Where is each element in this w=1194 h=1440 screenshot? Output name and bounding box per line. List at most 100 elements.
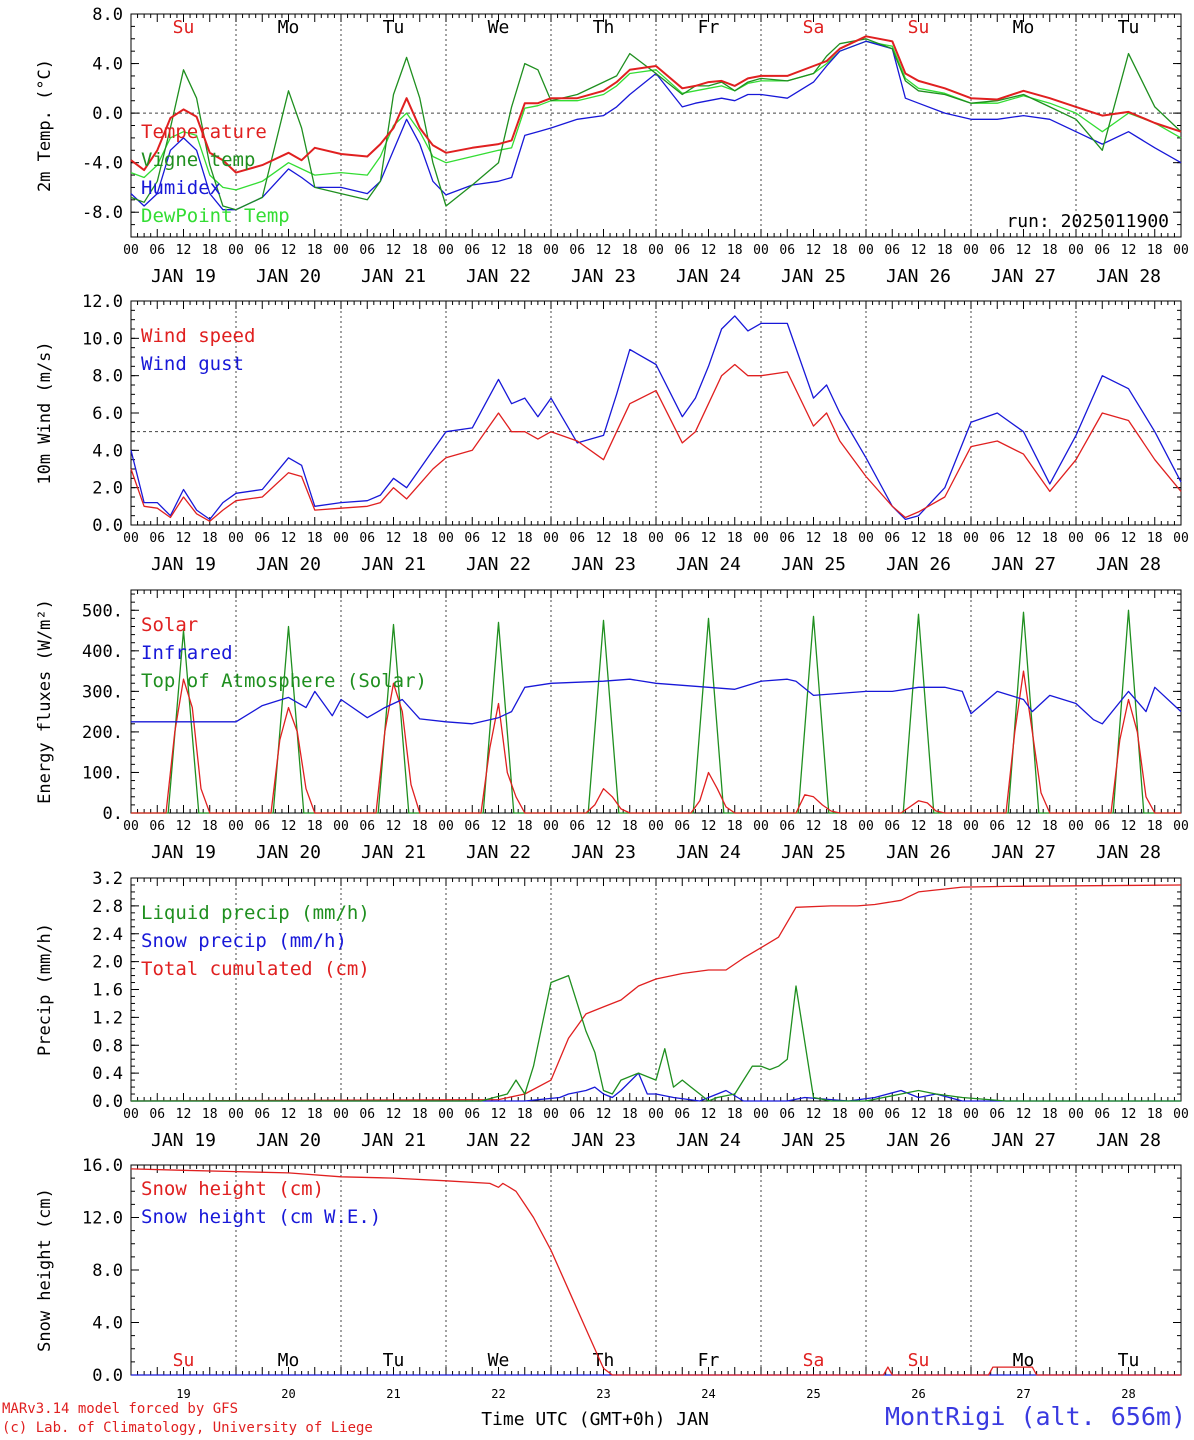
day-number: 28 bbox=[1121, 1387, 1135, 1401]
hour-label: 00 bbox=[753, 1107, 769, 1122]
hour-label: 00 bbox=[228, 819, 244, 834]
hour-label: 12 bbox=[1016, 531, 1032, 546]
hour-label: 12 bbox=[176, 819, 192, 834]
run-label: run: 2025011900 bbox=[1006, 211, 1169, 232]
hour-label: 12 bbox=[911, 1107, 927, 1122]
weekday-label: Su bbox=[908, 17, 930, 38]
hour-label: 06 bbox=[149, 1107, 165, 1122]
weekday-label: Sa bbox=[803, 1350, 825, 1371]
hour-label: 00 bbox=[858, 819, 874, 834]
hour-label: 18 bbox=[727, 1107, 743, 1122]
hour-label: 18 bbox=[727, 819, 743, 834]
hour-label: 18 bbox=[937, 819, 953, 834]
hour-label: 00 bbox=[438, 1107, 454, 1122]
hour-label: 12 bbox=[386, 819, 402, 834]
date-label: JAN 28 bbox=[1096, 266, 1161, 287]
y-tick-label: 200. bbox=[82, 723, 123, 743]
legend-entry: Liquid precip (mm/h) bbox=[141, 902, 370, 924]
y-tick-label: 4.0 bbox=[92, 1314, 123, 1334]
y-tick-label: 4.0 bbox=[92, 55, 123, 75]
legend-entry: Vigne temp bbox=[141, 149, 255, 171]
date-label: JAN 26 bbox=[886, 554, 951, 575]
hour-label: 18 bbox=[412, 531, 428, 546]
series-line bbox=[130, 35, 1182, 174]
legend-entry: Snow precip (mm/h) bbox=[141, 930, 347, 952]
hour-label: 00 bbox=[1173, 531, 1189, 546]
hour-label: 12 bbox=[386, 531, 402, 546]
y-tick-label: 0.8 bbox=[92, 1036, 123, 1056]
series-line bbox=[130, 40, 1182, 211]
weekday-label: Tu bbox=[383, 1350, 405, 1371]
day-number: 26 bbox=[911, 1387, 925, 1401]
hour-label: 06 bbox=[1094, 243, 1110, 258]
hour-label: 12 bbox=[701, 531, 717, 546]
hour-label: 18 bbox=[727, 531, 743, 546]
y-tick-label: 8.0 bbox=[92, 367, 123, 387]
date-label: JAN 21 bbox=[361, 1130, 426, 1151]
weekday-label: Sa bbox=[803, 17, 825, 38]
hour-label: 12 bbox=[596, 243, 612, 258]
hour-label: 06 bbox=[779, 819, 795, 834]
hour-label: 12 bbox=[1016, 819, 1032, 834]
hour-label: 06 bbox=[464, 243, 480, 258]
hour-label: 00 bbox=[858, 1107, 874, 1122]
y-tick-label: 10.0 bbox=[82, 329, 123, 349]
date-label: JAN 25 bbox=[781, 554, 846, 575]
hour-label: 06 bbox=[884, 819, 900, 834]
hour-label: 06 bbox=[989, 531, 1005, 546]
hour-label: 06 bbox=[464, 531, 480, 546]
y-tick-label: 3.2 bbox=[92, 869, 123, 889]
hour-label: 06 bbox=[149, 243, 165, 258]
hour-label: 00 bbox=[438, 531, 454, 546]
hour-label: 12 bbox=[281, 1107, 297, 1122]
panel-5: 16.0 12.0 8.0 4.0 0.0 Snow height (cm) 19 20 21 2… bbox=[35, 1156, 1182, 1430]
hour-label: 12 bbox=[911, 531, 927, 546]
legend-entry: Top of Atmosphere (Solar) bbox=[141, 670, 427, 692]
hour-label: 18 bbox=[412, 819, 428, 834]
hour-label: 00 bbox=[963, 531, 979, 546]
y-tick-label: 12.0 bbox=[82, 1209, 123, 1229]
hour-label: 12 bbox=[176, 243, 192, 258]
y-axis-label: 10m Wind (m/s) bbox=[35, 341, 55, 484]
y-tick-label: 0.4 bbox=[92, 1064, 123, 1084]
hour-label: 00 bbox=[648, 531, 664, 546]
hour-label: 18 bbox=[202, 1107, 218, 1122]
hour-label: 18 bbox=[622, 819, 638, 834]
hour-label: 00 bbox=[228, 531, 244, 546]
hour-label: 06 bbox=[254, 819, 270, 834]
hour-label: 06 bbox=[254, 1107, 270, 1122]
weekday-label: Su bbox=[173, 1350, 195, 1371]
station-title: MontRigi (alt. 656m) bbox=[884, 1402, 1186, 1431]
hour-label: 12 bbox=[701, 1107, 717, 1122]
legend-entry: Wind speed bbox=[141, 325, 255, 347]
hour-label: 18 bbox=[307, 531, 323, 546]
y-axis-label: Energy fluxes (W/m²) bbox=[35, 599, 55, 804]
date-label: JAN 27 bbox=[991, 554, 1056, 575]
date-label: JAN 25 bbox=[781, 266, 846, 287]
weekday-label: Fr bbox=[698, 17, 720, 38]
date-label: JAN 19 bbox=[151, 1130, 216, 1151]
hour-label: 00 bbox=[123, 531, 139, 546]
date-label: JAN 26 bbox=[886, 842, 951, 863]
hour-label: 12 bbox=[1121, 531, 1137, 546]
date-label: JAN 23 bbox=[571, 1130, 636, 1151]
hour-label: 18 bbox=[1147, 531, 1163, 546]
hour-label: 18 bbox=[832, 531, 848, 546]
legend-entry: Snow height (cm) bbox=[141, 1178, 324, 1200]
y-tick-label: 0.0 bbox=[92, 516, 123, 536]
hour-label: 18 bbox=[517, 819, 533, 834]
series-line bbox=[130, 363, 1182, 522]
hour-label: 06 bbox=[674, 243, 690, 258]
date-label: JAN 19 bbox=[151, 266, 216, 287]
date-label: JAN 22 bbox=[466, 266, 531, 287]
y-tick-label: 4.0 bbox=[92, 441, 123, 461]
date-label: JAN 25 bbox=[781, 842, 846, 863]
y-tick-label: 2.0 bbox=[92, 479, 123, 499]
legend-entry: Humidex bbox=[141, 177, 221, 199]
hour-label: 00 bbox=[123, 1107, 139, 1122]
hour-label: 00 bbox=[333, 243, 349, 258]
hour-label: 06 bbox=[569, 531, 585, 546]
date-label: JAN 21 bbox=[361, 842, 426, 863]
legend-entry: Temperature bbox=[141, 121, 267, 143]
credit-line-2: (c) Lab. of Climatology, University of L… bbox=[2, 1420, 373, 1436]
